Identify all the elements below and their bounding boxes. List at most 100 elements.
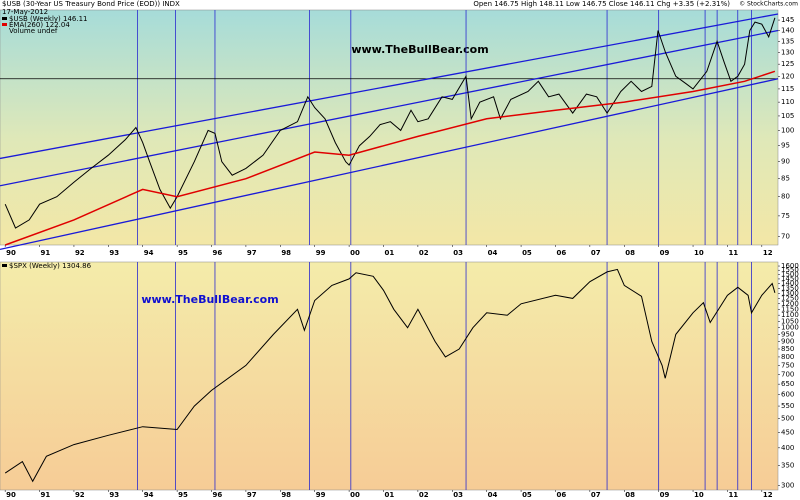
y-tick-label: 145 xyxy=(781,16,794,24)
y-tick-label: 1550 xyxy=(781,266,799,274)
y-tick-label: 550 xyxy=(781,402,794,410)
x-tick-label: 12 xyxy=(763,491,773,499)
y-tick-label: 300 xyxy=(781,482,794,490)
series-line xyxy=(4,268,776,483)
y-tick-label: 140 xyxy=(781,26,794,34)
x-tick-label: 95 xyxy=(178,491,188,499)
y-tick-label: 135 xyxy=(781,37,794,45)
y-tick-label: 1100 xyxy=(781,311,799,319)
y-tick-label: 85 xyxy=(781,175,790,183)
x-tick-label: 07 xyxy=(591,491,601,499)
y-tick-label: 1050 xyxy=(781,317,799,325)
panel-top xyxy=(0,9,779,246)
x-tick-label: 94 xyxy=(144,249,154,257)
x-tick-label: 08 xyxy=(625,491,635,499)
y-tick-label: 115 xyxy=(781,85,794,93)
x-tick-label: 05 xyxy=(522,249,532,257)
x-tick-label: 02 xyxy=(419,249,429,257)
y-tick-label: 500 xyxy=(781,415,794,423)
x-tick-label: 06 xyxy=(556,491,566,499)
y-tick-label: 650 xyxy=(781,380,794,388)
y-tick-label: 1350 xyxy=(781,284,799,292)
x-tick-label: 90 xyxy=(6,249,16,257)
y-tick-label: 80 xyxy=(781,193,790,201)
y-tick-label: 850 xyxy=(781,345,794,353)
x-tick-label: 96 xyxy=(213,491,223,499)
x-tick-label: 02 xyxy=(419,491,429,499)
y-tick-label: 130 xyxy=(781,49,794,57)
x-tick-label: 99 xyxy=(316,491,326,499)
y-tick-label: 120 xyxy=(781,72,794,80)
legend-extra: Volume undef xyxy=(9,27,58,35)
watermark: www.TheBullBear.com xyxy=(141,293,278,306)
y-tick-label: 950 xyxy=(781,330,794,338)
x-tick-label: 09 xyxy=(660,249,670,257)
x-tick-label: 91 xyxy=(41,491,51,499)
x-tick-label: 12 xyxy=(763,249,773,257)
x-tick-label: 90 xyxy=(6,491,16,499)
x-tick-label: 07 xyxy=(591,249,601,257)
y-tick-label: 1000 xyxy=(781,324,799,332)
y-tick-label: 1600 xyxy=(781,262,799,270)
x-tick-label: 04 xyxy=(488,249,498,257)
y-tick-label: 600 xyxy=(781,391,794,399)
legend-swatch xyxy=(2,264,7,267)
x-tick-label: 92 xyxy=(75,249,85,257)
y-tick-label: 350 xyxy=(781,461,794,469)
y-tick-label: 110 xyxy=(781,98,794,106)
x-tick-label: 05 xyxy=(522,491,532,499)
x-tick-label: 01 xyxy=(384,249,394,257)
x-tick-label: 01 xyxy=(384,491,394,499)
x-tick-label: 94 xyxy=(144,491,154,499)
y-tick-label: 1500 xyxy=(781,270,799,278)
x-tick-label: 09 xyxy=(660,491,670,499)
credit: © StockCharts.com xyxy=(739,1,798,8)
trend-line xyxy=(0,29,779,187)
legend-swatch xyxy=(2,17,7,20)
y-tick-label: 400 xyxy=(781,444,794,452)
x-tick-label: 95 xyxy=(178,249,188,257)
x-tick-label: 11 xyxy=(728,491,738,499)
x-tick-label: 00 xyxy=(350,491,360,499)
chart-date: 17-May-2012 xyxy=(2,8,48,16)
legend-label: EMA(260) 122.04 xyxy=(9,21,70,29)
y-tick-label: 800 xyxy=(781,353,794,361)
y-tick-label: 900 xyxy=(781,337,794,345)
y-tick-label: 1300 xyxy=(781,289,799,297)
y-tick-label: 1150 xyxy=(781,305,799,313)
y-tick-label: 75 xyxy=(781,212,790,220)
x-tick-label: 98 xyxy=(281,249,291,257)
x-tick-label: 92 xyxy=(75,491,85,499)
panel-bottom xyxy=(0,261,779,491)
x-tick-label: 04 xyxy=(488,491,498,499)
x-tick-label: 00 xyxy=(350,249,360,257)
x-tick-label: 10 xyxy=(694,491,704,499)
y-tick-label: 95 xyxy=(781,142,790,150)
x-tick-label: 91 xyxy=(41,249,51,257)
y-tick-label: 700 xyxy=(781,370,794,378)
y-tick-label: 450 xyxy=(781,428,794,436)
x-tick-label: 08 xyxy=(625,249,635,257)
y-tick-label: 70 xyxy=(781,232,790,240)
x-tick-label: 03 xyxy=(453,249,463,257)
legend-swatch xyxy=(2,23,7,26)
y-tick-label: 105 xyxy=(781,112,794,120)
x-tick-label: 97 xyxy=(247,249,257,257)
y-tick-label: 1450 xyxy=(781,275,799,283)
x-tick-label: 10 xyxy=(694,249,704,257)
x-tick-label: 99 xyxy=(316,249,326,257)
series-line xyxy=(4,17,776,229)
x-tick-label: 93 xyxy=(109,249,119,257)
y-tick-label: 750 xyxy=(781,361,794,369)
quote: Open 146.75 High 148.11 Low 146.75 Close… xyxy=(473,0,730,8)
y-tick-label: 100 xyxy=(781,126,794,134)
x-tick-label: 98 xyxy=(281,491,291,499)
trend-line xyxy=(0,78,779,251)
x-tick-label: 03 xyxy=(453,491,463,499)
x-tick-label: 97 xyxy=(247,491,257,499)
legend-label: $USB (Weekly) 146.11 xyxy=(9,15,88,23)
y-tick-label: 1400 xyxy=(781,280,799,288)
legend-label: $SPX (Weekly) 1304.86 xyxy=(9,262,92,270)
y-tick-label: 1250 xyxy=(781,294,799,302)
